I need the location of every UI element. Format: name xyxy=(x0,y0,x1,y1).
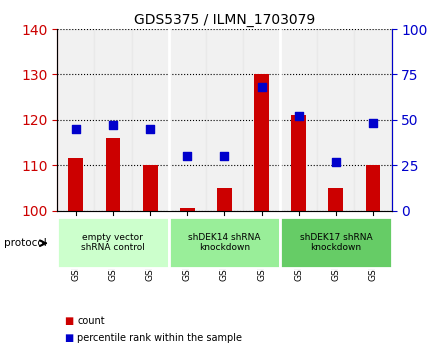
Point xyxy=(370,121,377,126)
Bar xyxy=(254,74,269,211)
Bar xyxy=(291,115,306,211)
Bar xyxy=(366,165,381,211)
Text: ■: ■ xyxy=(64,333,73,343)
FancyBboxPatch shape xyxy=(280,217,392,268)
Bar xyxy=(94,29,132,211)
Bar xyxy=(317,29,355,211)
Point xyxy=(221,153,228,159)
Bar xyxy=(106,138,121,211)
Text: shDEK17 shRNA
knockdown: shDEK17 shRNA knockdown xyxy=(300,233,372,252)
Bar xyxy=(217,188,232,211)
Bar xyxy=(143,165,158,211)
Text: ■: ■ xyxy=(64,316,73,326)
Point xyxy=(332,159,339,164)
Point xyxy=(147,126,154,132)
FancyBboxPatch shape xyxy=(57,217,169,268)
Bar xyxy=(206,29,243,211)
Bar xyxy=(280,29,317,211)
Bar xyxy=(180,208,194,211)
Bar xyxy=(169,29,206,211)
Bar xyxy=(328,188,343,211)
FancyBboxPatch shape xyxy=(169,217,280,268)
Point xyxy=(184,153,191,159)
Point xyxy=(295,113,302,119)
Text: count: count xyxy=(77,316,105,326)
Bar xyxy=(355,29,392,211)
Title: GDS5375 / ILMN_1703079: GDS5375 / ILMN_1703079 xyxy=(134,13,315,26)
Point xyxy=(110,122,117,128)
Point xyxy=(72,126,79,132)
Point xyxy=(258,84,265,90)
Text: shDEK14 shRNA
knockdown: shDEK14 shRNA knockdown xyxy=(188,233,260,252)
Bar xyxy=(243,29,280,211)
Text: empty vector
shRNA control: empty vector shRNA control xyxy=(81,233,145,252)
Bar xyxy=(57,29,94,211)
Bar xyxy=(68,158,83,211)
Bar xyxy=(132,29,169,211)
Text: protocol: protocol xyxy=(4,238,47,248)
Text: percentile rank within the sample: percentile rank within the sample xyxy=(77,333,242,343)
